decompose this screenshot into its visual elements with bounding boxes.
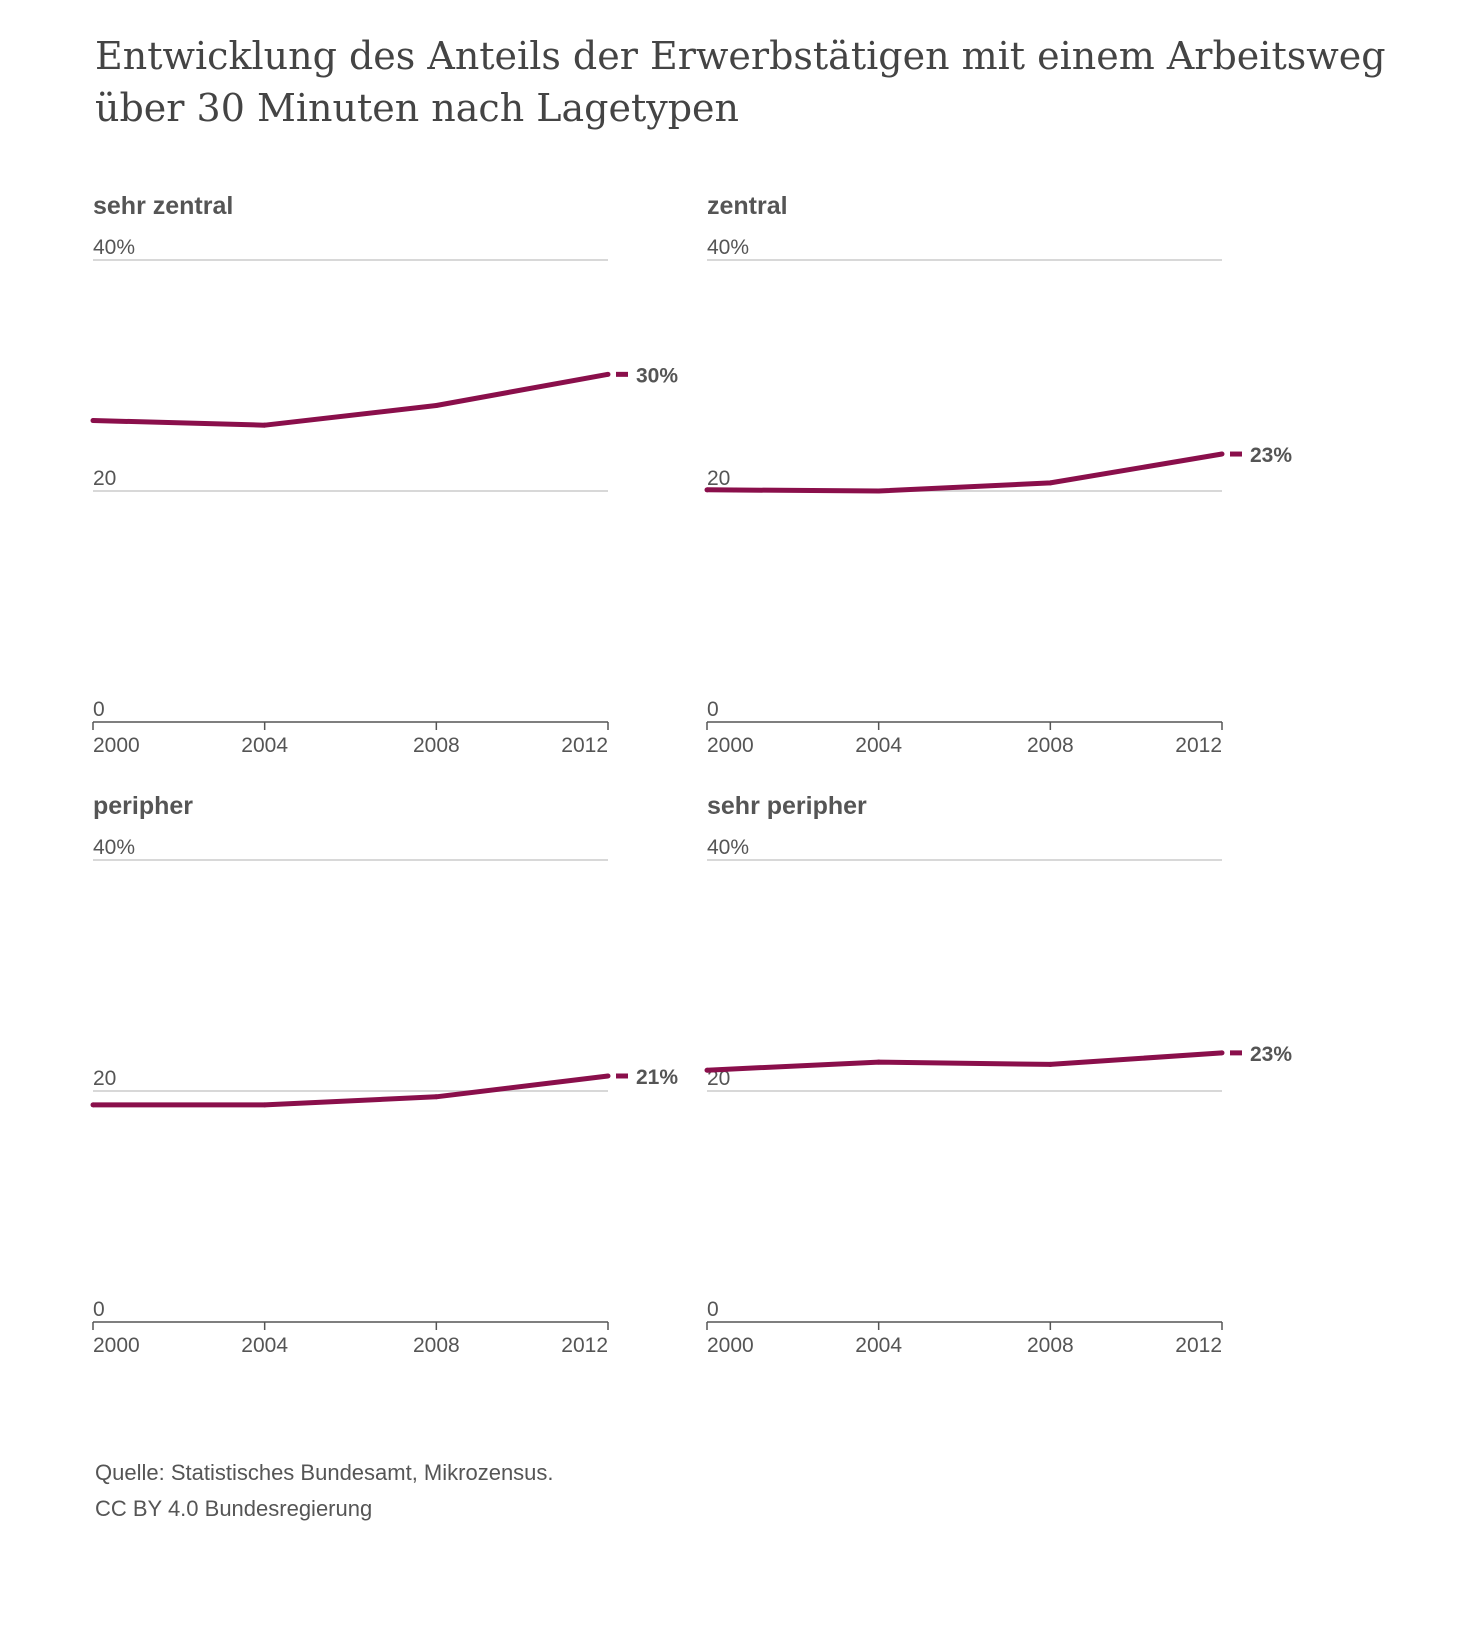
x-tick-label: 2008 [1027, 734, 1074, 757]
data-point [1219, 451, 1225, 457]
data-point [605, 1073, 611, 1079]
y-tick-label: 40% [707, 236, 749, 259]
data-point [262, 1102, 268, 1108]
y-tick-label: 0 [93, 1298, 105, 1321]
data-point [704, 1067, 710, 1073]
panel-sehr-peripher: sehr peripher 0 20 40% 2000 2004 2008 2012 23% [704, 790, 1367, 1380]
x-tick-label: 2000 [707, 1334, 754, 1357]
panel-title: peripher [93, 792, 194, 820]
data-point [90, 418, 96, 424]
end-value-label: 23% [1250, 444, 1292, 467]
x-tick-label: 2008 [1027, 1334, 1074, 1357]
data-point [1219, 1050, 1225, 1056]
data-point [605, 371, 611, 377]
y-tick-label: 20 [93, 467, 116, 490]
panel-zentral: zentral 0 20 40% 2000 2004 2008 2012 23% [704, 190, 1367, 780]
data-point [433, 403, 439, 409]
data-point [90, 1102, 96, 1108]
line-chart-sehr-peripher: 0 20 40% 2000 2004 2008 2012 23% [704, 836, 1292, 1357]
data-line [706, 1050, 1223, 1073]
panel-title: sehr peripher [707, 792, 867, 820]
data-point [433, 1094, 439, 1100]
x-tick-label: 2000 [707, 734, 754, 757]
data-line [92, 371, 609, 428]
x-tick-label: 2004 [855, 1334, 902, 1357]
x-tick-label: 2012 [1175, 734, 1222, 757]
data-point [1047, 480, 1053, 486]
end-value-label: 21% [636, 1066, 678, 1089]
data-point [876, 1059, 882, 1065]
x-tick-label: 2012 [561, 734, 608, 757]
line-chart-sehr-zentral: 0 20 40% 2000 2004 2008 2012 30% [90, 236, 678, 757]
x-tick-label: 2012 [1175, 1334, 1222, 1357]
end-value-label: 23% [1250, 1043, 1292, 1066]
x-tick-label: 2000 [93, 1334, 140, 1357]
panel-peripher: peripher 0 20 40% 2000 2004 2008 2012 21% [90, 790, 753, 1380]
data-point [876, 488, 882, 494]
data-line [93, 1073, 609, 1108]
x-tick-label: 2008 [413, 734, 460, 757]
line-chart-zentral: 0 20 40% 2000 2004 2008 2012 23% [704, 236, 1292, 757]
data-point [262, 422, 268, 428]
panel-title: sehr zentral [93, 192, 234, 220]
data-line [706, 451, 1223, 494]
y-tick-label: 0 [707, 1298, 719, 1321]
data-point [1047, 1061, 1053, 1067]
x-tick-label: 2012 [561, 1334, 608, 1357]
y-tick-label: 20 [707, 1067, 730, 1090]
y-tick-label: 0 [93, 698, 105, 721]
y-tick-label: 20 [93, 1067, 116, 1090]
license-note: CC BY 4.0 Bundesregierung [95, 1496, 373, 1521]
chart-title: Entwicklung des Anteils der Erwerbstätig… [95, 34, 1386, 130]
x-tick-label: 2000 [93, 734, 140, 757]
y-tick-label: 40% [707, 836, 749, 859]
chart-footer: Quelle: Statistisches Bundesamt, Mikroze… [95, 1455, 554, 1527]
panel-sehr-zentral: sehr zentral 0 20 40% 2000 2004 2008 2012 30% [90, 190, 753, 780]
source-note: Quelle: Statistisches Bundesamt, Mikroze… [95, 1460, 554, 1485]
y-tick-label: 0 [707, 698, 719, 721]
y-tick-label: 40% [93, 236, 135, 259]
data-point [704, 487, 710, 493]
y-tick-label: 40% [93, 836, 135, 859]
x-tick-label: 2004 [855, 734, 902, 757]
end-value-label: 30% [636, 364, 678, 387]
panel-title: zentral [707, 192, 788, 220]
y-tick-label: 20 [707, 467, 730, 490]
line-chart-peripher: 0 20 40% 2000 2004 2008 2012 21% [90, 836, 678, 1357]
x-tick-label: 2004 [241, 734, 288, 757]
x-tick-label: 2004 [241, 1334, 288, 1357]
x-tick-label: 2008 [413, 1334, 460, 1357]
